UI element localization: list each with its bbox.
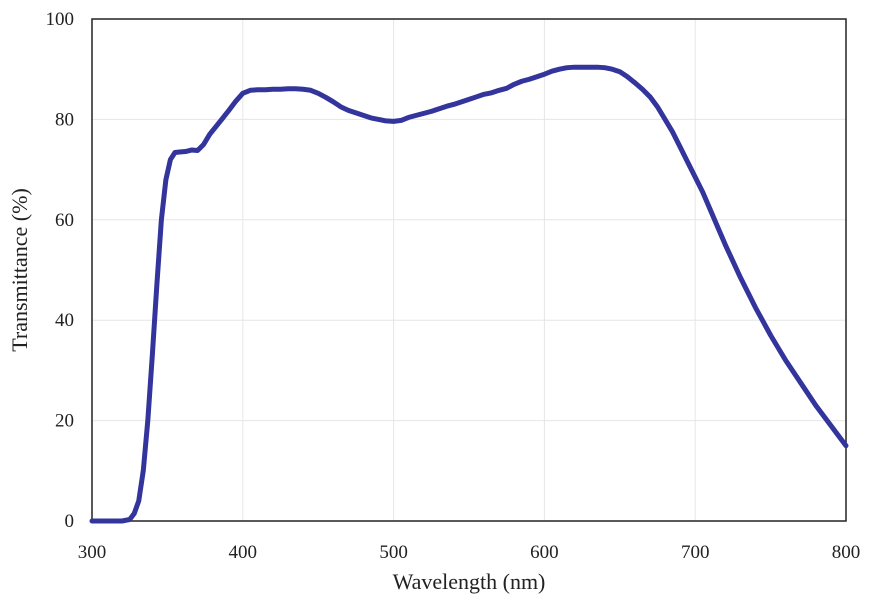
y-tick-label: 20 (55, 411, 74, 432)
transmittance-series-line (89, 64, 849, 524)
plot-frame (91, 18, 847, 522)
grid-layer (92, 19, 846, 521)
x-tick-label: 500 (379, 542, 408, 563)
x-tick-label: 300 (78, 542, 107, 563)
y-tick-label: 60 (55, 210, 74, 231)
x-tick-label: 700 (681, 542, 710, 563)
x-tick-label: 400 (229, 542, 258, 563)
x-axis-title: Wavelength (nm) (393, 569, 546, 594)
y-tick-label: 100 (46, 9, 75, 30)
x-tick-label: 600 (530, 542, 559, 563)
y-tick-label: 40 (55, 310, 74, 331)
y-tick-label: 0 (65, 511, 75, 532)
y-tick-label: 80 (55, 109, 74, 130)
y-axis-title: Transmittance (%) (7, 188, 32, 352)
tick-layer: 300 400 500 600 700 800 0 20 40 60 80 100 (46, 9, 861, 563)
x-tick-label: 800 (832, 542, 861, 563)
